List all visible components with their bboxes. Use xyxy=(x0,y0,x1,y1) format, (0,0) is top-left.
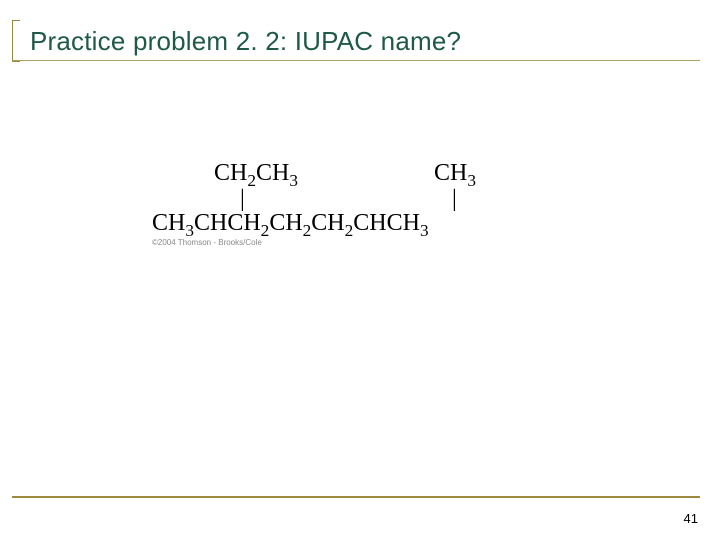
chem-text: CH xyxy=(434,160,467,186)
chem-subscript: 3 xyxy=(289,171,298,190)
chem-text: CH xyxy=(256,160,289,186)
content-area: CH2CH3 CH3 | | CH3CHCH2CH2CH2CHCH3 ©2004… xyxy=(12,80,700,480)
substituent-methyl: CH3 xyxy=(434,160,476,186)
bond-line: | xyxy=(452,186,457,212)
chem-text: CH xyxy=(311,210,344,236)
page-number: 41 xyxy=(684,511,698,526)
chem-text: CHCH xyxy=(353,210,420,236)
chem-subscript: 2 xyxy=(303,221,312,240)
chem-subscript: 2 xyxy=(247,171,256,190)
copyright-text: ©2004 Thomson - Brooks/Cole xyxy=(152,238,262,247)
chem-text: CHCH xyxy=(194,210,261,236)
chem-text: CH xyxy=(152,210,185,236)
title-underline xyxy=(12,60,700,61)
chem-subscript: 3 xyxy=(420,221,429,240)
title-accent xyxy=(12,20,20,62)
chem-text: CH xyxy=(214,160,247,186)
footer-line xyxy=(12,496,700,498)
slide: Practice problem 2. 2: IUPAC name? CH2CH… xyxy=(0,0,720,540)
substituent-ethyl: CH2CH3 xyxy=(214,160,298,186)
chem-text: CH xyxy=(269,210,302,236)
main-chain: CH3CHCH2CH2CH2CHCH3 xyxy=(152,210,429,236)
chem-subscript: 3 xyxy=(185,221,194,240)
chem-subscript: 3 xyxy=(467,171,476,190)
bond-line: | xyxy=(240,186,245,212)
slide-title: Practice problem 2. 2: IUPAC name? xyxy=(30,26,461,57)
chem-subscript: 2 xyxy=(345,221,354,240)
